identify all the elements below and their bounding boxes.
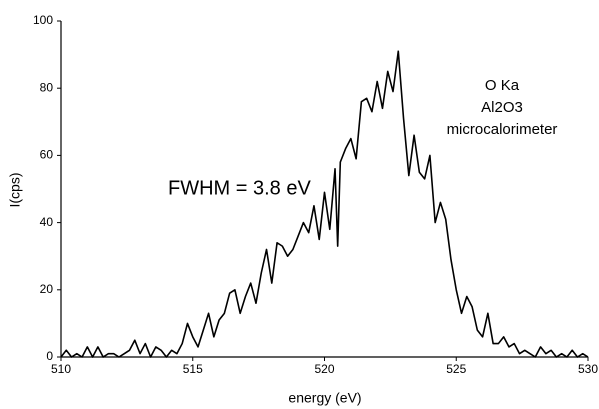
annotation: FWHM = 3.8 eV	[168, 177, 311, 199]
x-tick-label: 515	[183, 362, 203, 376]
x-tick-label: 530	[578, 362, 598, 376]
x-tick-label: 525	[446, 362, 466, 376]
y-axis-label: I(cps)	[7, 173, 23, 208]
y-tick-label: 0	[46, 349, 53, 363]
x-tick-label: 510	[51, 362, 71, 376]
y-tick-label: 20	[40, 282, 54, 296]
data-line	[60, 50, 589, 358]
annotation: Al2O3	[481, 99, 523, 116]
y-tick-label: 60	[40, 148, 54, 162]
annotation: microcalorimeter	[447, 121, 558, 138]
x-tick-label: 520	[314, 362, 334, 376]
x-axis-label: energy (eV)	[288, 390, 361, 406]
y-tick-label: 40	[40, 215, 54, 229]
annotation: O Ka	[485, 77, 520, 94]
y-tick-label: 80	[40, 80, 54, 94]
y-tick-label: 100	[33, 13, 53, 27]
